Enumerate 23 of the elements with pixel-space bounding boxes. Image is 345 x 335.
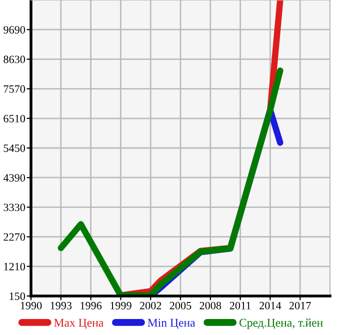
x-tick-label: 2017 <box>289 302 311 310</box>
y-tick-label: 2270 <box>4 233 26 241</box>
legend-label: Max Цена <box>54 318 104 330</box>
x-tick-label: 1996 <box>80 302 102 310</box>
y-tick-label: 8630 <box>4 56 26 64</box>
x-tick-label: 1999 <box>110 302 132 310</box>
x-tick-label: 1990 <box>20 302 42 310</box>
x-tick-label: 1993 <box>50 302 72 310</box>
y-tick-label: 150 <box>10 292 26 300</box>
y-tick-label: 9690 <box>4 26 26 34</box>
y-tick-label: 6510 <box>4 114 26 122</box>
legend-label: Сред.Цена, т.йен <box>239 318 323 330</box>
y-tick-label: 5450 <box>4 144 26 152</box>
y-tick-label: 3330 <box>4 204 26 212</box>
x-tick-label: 2014 <box>260 302 282 310</box>
x-tick-label: 2011 <box>230 302 251 310</box>
y-tick-label: 4390 <box>3 174 26 182</box>
y-tick-label: 1210 <box>4 262 26 270</box>
x-tick-label: 2008 <box>200 302 222 310</box>
x-tick-label: 2002 <box>140 302 162 310</box>
legend-label: Min Цена <box>148 318 196 330</box>
x-tick-label: 2005 <box>170 302 192 310</box>
y-tick-label: 7570 <box>4 85 26 93</box>
